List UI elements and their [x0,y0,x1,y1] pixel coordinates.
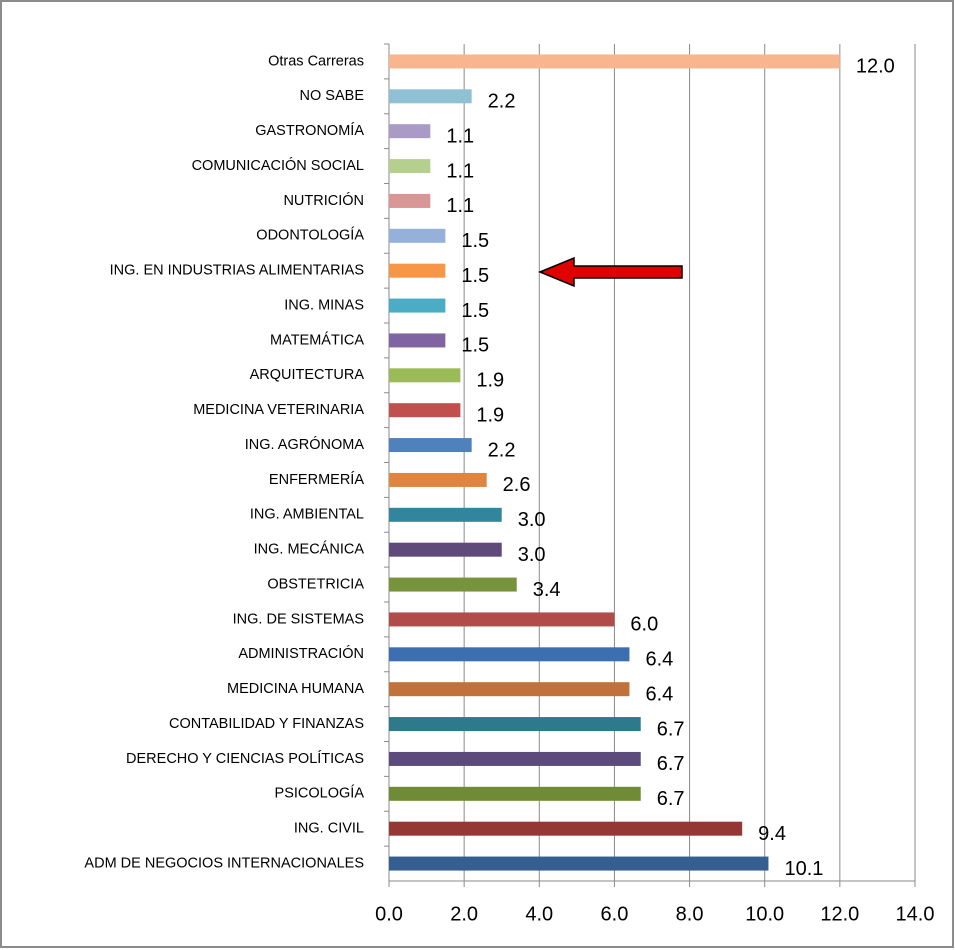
value-label: 1.1 [446,160,474,182]
y-tick-label: OBSTETRICIA [267,576,364,592]
y-tick-label: NO SABE [300,88,365,104]
y-tick-label: ENFERMERÍA [269,471,364,488]
bar [389,717,641,732]
value-label: 10.1 [784,858,823,880]
value-label: 1.9 [476,404,504,426]
bar [389,54,840,69]
y-tick-label: COMUNICACIÓN SOCIAL [192,157,364,174]
bar [389,159,431,174]
value-label: 2.2 [488,91,516,113]
bar [389,821,743,836]
y-tick-label: DERECHO Y CIENCIAS POLÍTICAS [126,750,364,767]
bar [389,612,615,627]
y-tick-label: GASTRONOMÍA [255,122,364,139]
bar [389,89,472,104]
y-tick-label: MATEMÁTICA [270,331,364,348]
value-label: 9.4 [758,823,786,845]
bars: Otras Carreras 12.0 NO SABE 2.2 GASTRONOMÍA 1… [84,43,895,880]
y-tick-label: ING. AMBIENTAL [250,507,364,523]
bar [389,786,641,801]
bar [389,856,769,871]
bar [389,298,446,313]
bar [389,577,517,592]
value-label: 6.4 [645,649,673,671]
bar [389,438,472,453]
y-tick-label: MEDICINA VETERINARIA [193,402,364,418]
value-label: 12.0 [856,56,895,78]
value-label: 1.5 [461,265,489,287]
y-tick-label: MEDICINA HUMANA [227,681,364,697]
bar [389,263,446,278]
x-tick-label: 8.0 [676,903,704,925]
y-tick-label: ODONTOLOGÍA [256,227,364,244]
value-label: 1.5 [461,300,489,322]
x-tick-label: 0.0 [375,903,403,925]
y-tick-label: ING. MECÁNICA [254,541,365,558]
y-tick-label: NUTRICIÓN [283,192,364,209]
bar [389,368,461,383]
value-label: 6.4 [645,683,673,705]
value-label: 6.7 [657,753,685,775]
bar [389,193,431,208]
value-label: 6.0 [630,614,658,636]
value-label: 1.5 [461,230,489,252]
value-label: 1.1 [446,125,474,147]
y-tick-label: ING. MINAS [284,297,364,313]
y-tick-label: ING. EN INDUSTRIAS ALIMENTARIAS [110,263,364,279]
value-label: 1.1 [446,195,474,217]
y-tick-label: CONTABILIDAD Y FINANZAS [169,716,364,732]
arrow [538,256,683,288]
bar [389,542,502,557]
value-label: 3.0 [518,544,546,566]
x-tick-label: 10.0 [745,903,784,925]
value-label: 3.4 [533,579,561,601]
value-label: 1.9 [476,370,504,392]
value-label: 2.6 [503,474,531,496]
bar [389,647,630,662]
bar [389,472,487,487]
bar [389,124,431,139]
x-tick-label: 12.0 [820,903,859,925]
bar [389,682,630,697]
bar [389,333,446,348]
x-tick-label: 6.0 [601,903,629,925]
bar [389,228,446,243]
y-tick-label: ING. DE SISTEMAS [233,611,364,627]
value-label: 3.0 [518,509,546,531]
value-label: 1.5 [461,335,489,357]
y-tick-label: ARQUITECTURA [250,367,365,383]
x-tick-label: 14.0 [896,903,935,925]
y-tick-label: ADM DE NEGOCIOS INTERNACIONALES [84,855,364,871]
x-tick-label: 2.0 [450,903,478,925]
y-tick-label: ING. AGRÓNOMA [245,436,365,453]
bar [389,751,641,766]
bar [389,507,502,522]
y-tick-label: Otras Carreras [268,53,364,69]
value-label: 2.2 [488,439,516,461]
y-tick-label: ING. CIVIL [294,821,364,837]
y-tick-label: ADMINISTRACIÓN [238,645,364,662]
value-label: 6.7 [657,718,685,740]
y-tick-label: PSICOLOGÍA [275,785,365,802]
bar [389,403,461,418]
x-tick-label: 4.0 [525,903,553,925]
value-label: 6.7 [657,788,685,810]
